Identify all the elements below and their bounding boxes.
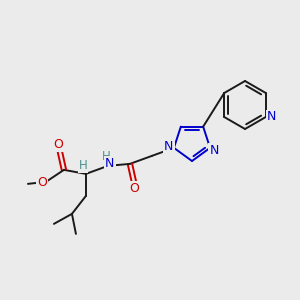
Text: O: O — [129, 182, 139, 195]
Text: O: O — [37, 176, 47, 189]
Text: H: H — [79, 159, 87, 172]
Text: N: N — [209, 144, 219, 158]
Text: N: N — [267, 110, 277, 124]
Text: O: O — [53, 138, 63, 152]
Text: N: N — [105, 158, 115, 170]
Text: H: H — [102, 150, 110, 164]
Text: N: N — [164, 140, 174, 153]
